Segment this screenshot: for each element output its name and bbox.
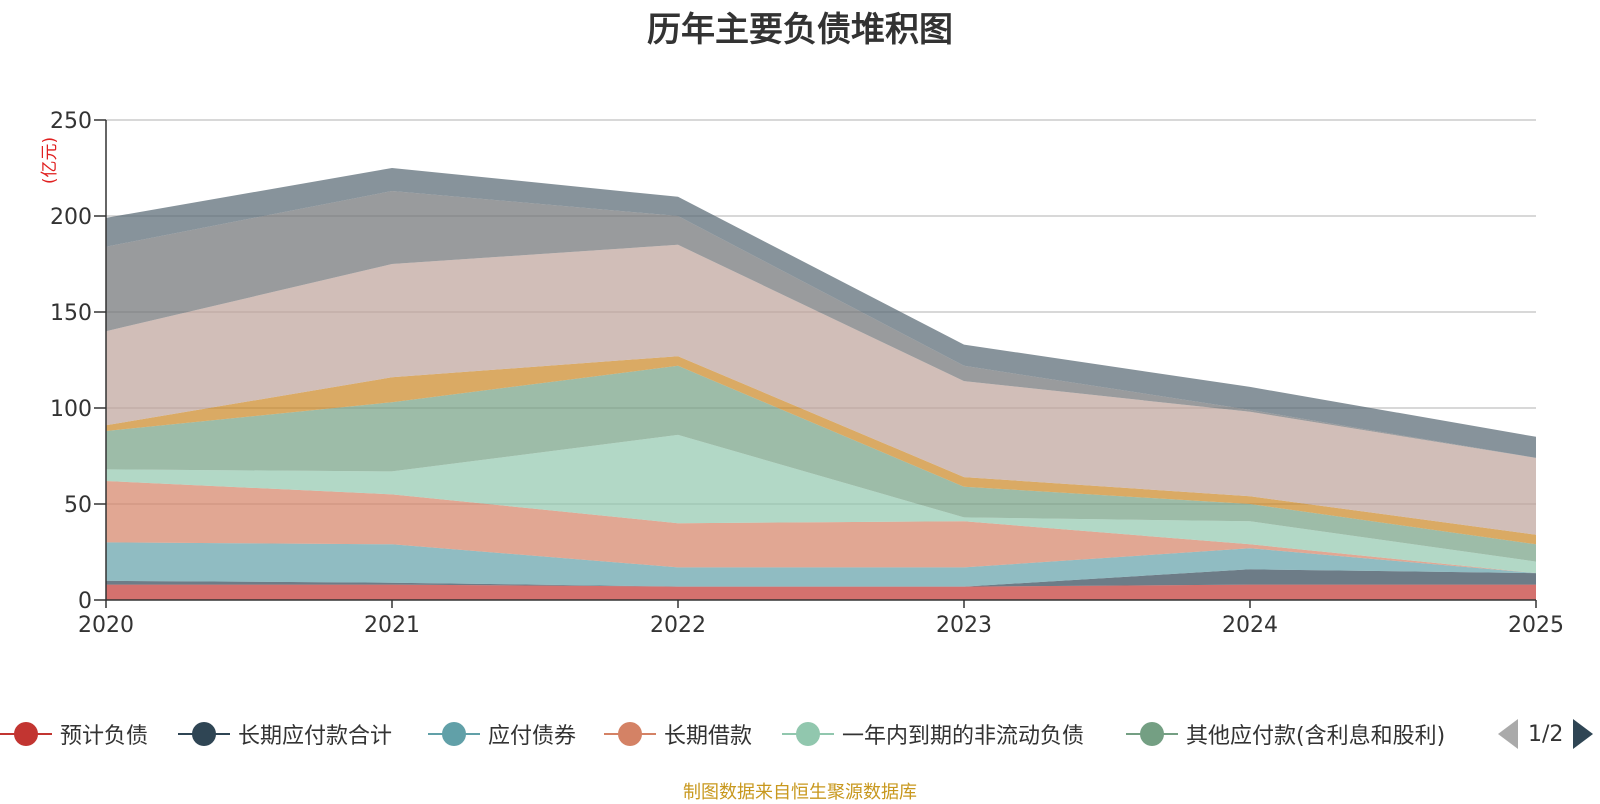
y-tick-label: 50 bbox=[64, 493, 92, 518]
area-series-5 bbox=[106, 365, 1536, 562]
legend-pager: 1/2 bbox=[1498, 712, 1594, 756]
legend-marker-icon bbox=[782, 722, 834, 746]
stacked-area-chart: 0 50 100 150 200 250 2020 2021 2022 2023 2024 2025 bbox=[50, 109, 1564, 638]
legend-page-indicator: 1/2 bbox=[1528, 721, 1564, 747]
legend-marker-icon bbox=[1126, 722, 1178, 746]
area-series bbox=[106, 168, 1536, 600]
legend-prev-page-icon[interactable] bbox=[1498, 719, 1518, 749]
y-tick-label: 0 bbox=[78, 589, 92, 614]
x-tick-label: 2022 bbox=[650, 613, 706, 638]
y-tick-label: 150 bbox=[50, 301, 92, 326]
x-tick-label: 2024 bbox=[1222, 613, 1278, 638]
legend-label: 应付债券 bbox=[488, 724, 577, 749]
area-series-2 bbox=[106, 542, 1536, 587]
tick-labels: 0 50 100 150 200 250 2020 2021 2022 2023 2024 2025 bbox=[50, 109, 1564, 638]
legend-label: 长期应付款合计 bbox=[238, 724, 393, 749]
area-series-4 bbox=[106, 434, 1536, 574]
legend-item[interactable]: 一年内到期的非流动负债 bbox=[782, 712, 1084, 756]
legend-marker-icon bbox=[0, 722, 52, 746]
area-series-7 bbox=[106, 244, 1536, 535]
x-tick-label: 2023 bbox=[936, 613, 992, 638]
legend-item[interactable]: 预计负债 bbox=[0, 712, 148, 756]
legend-label: 其他应付款(含利息和股利) bbox=[1186, 724, 1446, 749]
x-tick-label: 2021 bbox=[364, 613, 420, 638]
x-tick-label: 2025 bbox=[1508, 613, 1564, 638]
y-tick-label: 250 bbox=[50, 109, 92, 134]
area-series-0 bbox=[106, 584, 1536, 600]
y-tick-label: 100 bbox=[50, 397, 92, 422]
area-series-9 bbox=[106, 168, 1536, 458]
legend-item[interactable]: 长期应付款合计 bbox=[178, 712, 392, 756]
legend-label: 长期借款 bbox=[664, 724, 753, 749]
legend-item[interactable]: 应付债券 bbox=[428, 712, 576, 756]
x-tick-label: 2020 bbox=[78, 613, 134, 638]
legend-item[interactable]: 其他应付款(含利息和股利) bbox=[1126, 712, 1445, 756]
legend-label: 一年内到期的非流动负债 bbox=[842, 724, 1085, 749]
area-series-8 bbox=[106, 191, 1536, 458]
area-series-3 bbox=[106, 481, 1536, 574]
area-series-6 bbox=[106, 356, 1536, 545]
area-series-1 bbox=[106, 569, 1536, 587]
y-tick-label: 200 bbox=[50, 205, 92, 230]
source-note: 制图数据来自恒生聚源数据库 bbox=[683, 782, 917, 803]
legend-label: 预计负债 bbox=[60, 724, 149, 749]
legend: 预计负债 长期应付款合计 应付债券 长期借款 一年内到期的非流动负债 其他应付款(含利息和… bbox=[0, 712, 1600, 756]
legend-item[interactable]: 长期借款 bbox=[604, 712, 752, 756]
legend-marker-icon bbox=[428, 722, 480, 746]
legend-next-page-icon[interactable] bbox=[1573, 719, 1594, 749]
axes bbox=[94, 119, 1537, 608]
chart-title: 历年主要负债堆积图 bbox=[647, 10, 953, 50]
y-axis-unit-label: (亿元) bbox=[40, 136, 61, 185]
legend-marker-icon bbox=[178, 722, 230, 746]
legend-marker-icon bbox=[604, 722, 656, 746]
